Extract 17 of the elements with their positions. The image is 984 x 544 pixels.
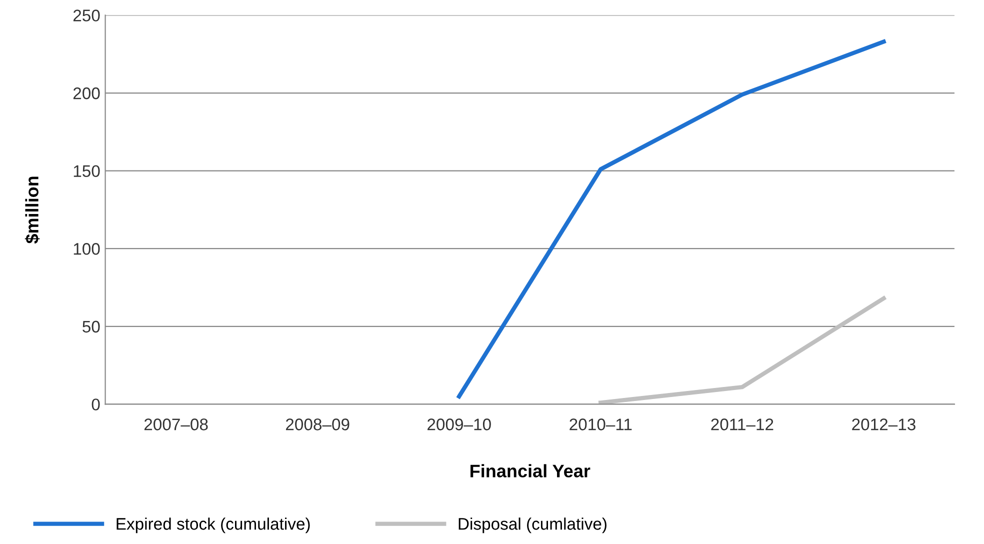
line-series	[457, 40, 886, 398]
y-tick-label: 50	[82, 320, 100, 333]
y-tick-label: 100	[74, 243, 100, 255]
x-tick-label: 2011–12	[711, 418, 774, 430]
y-tick-label: 150	[74, 165, 100, 178]
y-tick-label: 250	[73, 10, 100, 22]
x-tick-label: 2010–11	[570, 418, 632, 430]
legend-label: Expired stock (cumulative)	[116, 518, 310, 534]
x-axis-title: Financial Year	[470, 464, 590, 478]
y-tick-label: 0	[92, 398, 100, 410]
legend-label: Disposal (cumlative)	[458, 518, 606, 534]
x-tick-label: 2009–10	[428, 418, 491, 430]
y-tick-label: 200	[73, 87, 100, 100]
x-tick-label: 2008–09	[286, 418, 350, 430]
x-tick-label: 2007–08	[144, 418, 208, 430]
y-axis-title: $million	[24, 176, 40, 244]
x-tick-label: 2012–13	[852, 418, 916, 430]
